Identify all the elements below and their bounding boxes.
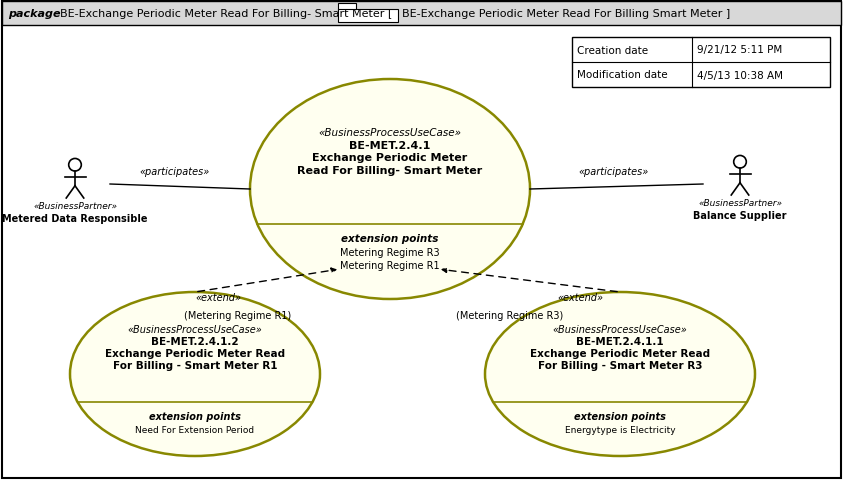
Text: Metering Regime R3: Metering Regime R3 (341, 248, 440, 257)
Text: extension points: extension points (149, 411, 241, 421)
Text: BE-MET.2.4.1: BE-MET.2.4.1 (349, 141, 431, 150)
Text: Metering Regime R1: Metering Regime R1 (341, 261, 440, 270)
Text: Energytype is Electricity: Energytype is Electricity (565, 426, 675, 434)
Text: (Metering Regime R1): (Metering Regime R1) (185, 311, 292, 320)
Text: «BusinessProcessUseCase»: «BusinessProcessUseCase» (553, 324, 687, 334)
Text: (Metering Regime R3): (Metering Regime R3) (456, 311, 564, 320)
Text: Exchange Periodic Meter Read: Exchange Periodic Meter Read (530, 348, 710, 358)
Text: Exchange Periodic Meter: Exchange Periodic Meter (313, 153, 468, 163)
Text: «BusinessPartner»: «BusinessPartner» (33, 202, 117, 211)
Text: For Billing - Smart Meter R1: For Billing - Smart Meter R1 (113, 360, 277, 370)
Ellipse shape (485, 292, 755, 456)
Text: «BusinessPartner»: «BusinessPartner» (698, 199, 782, 208)
Text: For Billing - Smart Meter R3: For Billing - Smart Meter R3 (538, 360, 702, 370)
Text: extension points: extension points (341, 233, 438, 243)
Text: «extend»: «extend» (195, 292, 241, 302)
Text: «participates»: «participates» (579, 167, 649, 177)
Text: Need For Extension Period: Need For Extension Period (136, 426, 255, 434)
FancyBboxPatch shape (338, 10, 398, 23)
FancyBboxPatch shape (2, 2, 841, 26)
Text: extension points: extension points (574, 411, 666, 421)
Text: BE-MET.2.4.1.2: BE-MET.2.4.1.2 (151, 336, 239, 346)
Text: package: package (8, 9, 61, 19)
Text: Balance Supplier: Balance Supplier (693, 211, 787, 220)
Text: Metered Data Responsible: Metered Data Responsible (3, 214, 148, 224)
Ellipse shape (70, 292, 320, 456)
Text: 9/21/12 5:11 PM: 9/21/12 5:11 PM (697, 46, 782, 55)
Text: Creation date: Creation date (577, 46, 648, 55)
Text: Read For Billing- Smart Meter: Read For Billing- Smart Meter (298, 166, 483, 176)
Text: «BusinessProcessUseCase»: «BusinessProcessUseCase» (127, 324, 262, 334)
Text: BE-MET.2.4.1.1: BE-MET.2.4.1.1 (576, 336, 663, 346)
Text: BE-Exchange Periodic Meter Read For Billing- Smart Meter [: BE-Exchange Periodic Meter Read For Bill… (60, 9, 392, 19)
FancyBboxPatch shape (572, 38, 830, 88)
Text: «BusinessProcessUseCase»: «BusinessProcessUseCase» (319, 128, 461, 138)
FancyBboxPatch shape (338, 4, 356, 12)
Text: Exchange Periodic Meter Read: Exchange Periodic Meter Read (105, 348, 285, 358)
Ellipse shape (250, 80, 530, 300)
Text: 4/5/13 10:38 AM: 4/5/13 10:38 AM (697, 71, 783, 80)
Text: «participates»: «participates» (140, 167, 210, 177)
Text: Modification date: Modification date (577, 71, 668, 80)
Text: BE-Exchange Periodic Meter Read For Billing Smart Meter ]: BE-Exchange Periodic Meter Read For Bill… (402, 9, 730, 19)
Text: «extend»: «extend» (557, 292, 603, 302)
